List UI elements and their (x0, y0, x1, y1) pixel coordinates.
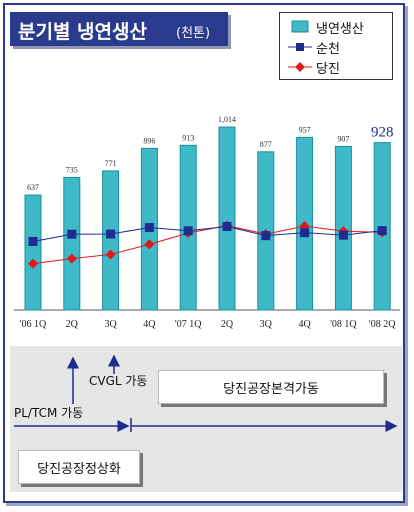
bar-value-label: 1,014 (218, 115, 236, 124)
dangjin-point (66, 253, 77, 264)
legend-suncheon-swatch (288, 43, 312, 51)
bar-value-label: 637 (27, 183, 39, 192)
bar-value-label: 877 (260, 140, 272, 149)
bar (102, 170, 120, 311)
chart-plot: 637 735 771 896 913 1,014 877 957 907 928 '06 1Q 2… (14, 115, 400, 330)
x-tick-label: '07 1Q (175, 319, 202, 330)
legend-item-production: 냉연생산 (286, 18, 390, 37)
suncheon-point (144, 223, 154, 233)
suncheon-point (28, 236, 38, 246)
timeline-arrows (14, 354, 398, 432)
bar (63, 176, 81, 311)
suncheon-point (183, 226, 193, 236)
suncheon-line (32, 225, 383, 242)
x-tick-label: 3Q (260, 319, 273, 330)
bar (24, 194, 42, 311)
x-tick-label: '06 1Q (20, 319, 47, 330)
legend-item-dangjin: 당진 (286, 58, 390, 77)
bar-value-label: 896 (143, 136, 155, 145)
suncheon-point (261, 231, 271, 241)
x-tick-label: 4Q (298, 319, 311, 330)
x-tick-label: 2Q (66, 319, 79, 330)
legend-bar-swatch (291, 20, 309, 33)
chart-title: 분기별 냉연생산 (18, 21, 147, 43)
bar-value-label: 913 (182, 133, 194, 142)
bar-value-label: 907 (337, 134, 349, 143)
x-tick-label: 2Q (221, 319, 234, 330)
chart-title-box: 분기별 냉연생산 (천톤) (10, 12, 228, 46)
suncheon-point (106, 229, 116, 239)
bar-value-label: 957 (299, 125, 311, 134)
x-tick-label: 3Q (104, 319, 117, 330)
suncheon-point (222, 221, 232, 231)
dangjin-line (32, 225, 383, 265)
suncheon-point (338, 230, 348, 240)
cvgl-label: CVGL 가동 (89, 374, 148, 388)
dangjin-point (144, 239, 155, 250)
dangjin-point (28, 258, 38, 269)
suncheon-point (377, 226, 387, 236)
timeline-panel: CVGL 가동 PL/TCM 가동 당진공장본격가동 당진공장정상화 (10, 346, 402, 492)
legend-label-production: 냉연생산 (316, 22, 364, 37)
x-tick-label: '08 2Q (369, 319, 396, 330)
chart-legend: 냉연생산 순천 당진 (279, 12, 393, 80)
legend-item-suncheon: 순천 (286, 38, 390, 57)
bar (218, 126, 236, 311)
x-tick-label: 4Q (143, 319, 156, 330)
chart-unit: (천톤) (176, 26, 211, 41)
bar-value-label: 928 (371, 125, 394, 141)
full-operation-label: 당진공장본격가동 (223, 381, 319, 397)
normalization-label: 당진공장정상화 (37, 461, 121, 477)
legend-dangjin-swatch (288, 62, 312, 72)
full-operation-box: 당진공장본격가동 (158, 370, 384, 404)
x-tick-label: '08 1Q (330, 319, 357, 330)
normalization-box: 당진공장정상화 (18, 450, 140, 484)
bar-value-label: 771 (105, 159, 117, 168)
suncheon-point (300, 228, 310, 238)
legend-label-suncheon: 순천 (316, 42, 340, 57)
suncheon-point (67, 229, 77, 239)
pl-tcm-label: PL/TCM 가동 (14, 406, 84, 420)
legend-label-dangjin: 당진 (316, 62, 340, 77)
dangjin-point (105, 249, 116, 260)
bar-value-label: 735 (66, 165, 78, 174)
